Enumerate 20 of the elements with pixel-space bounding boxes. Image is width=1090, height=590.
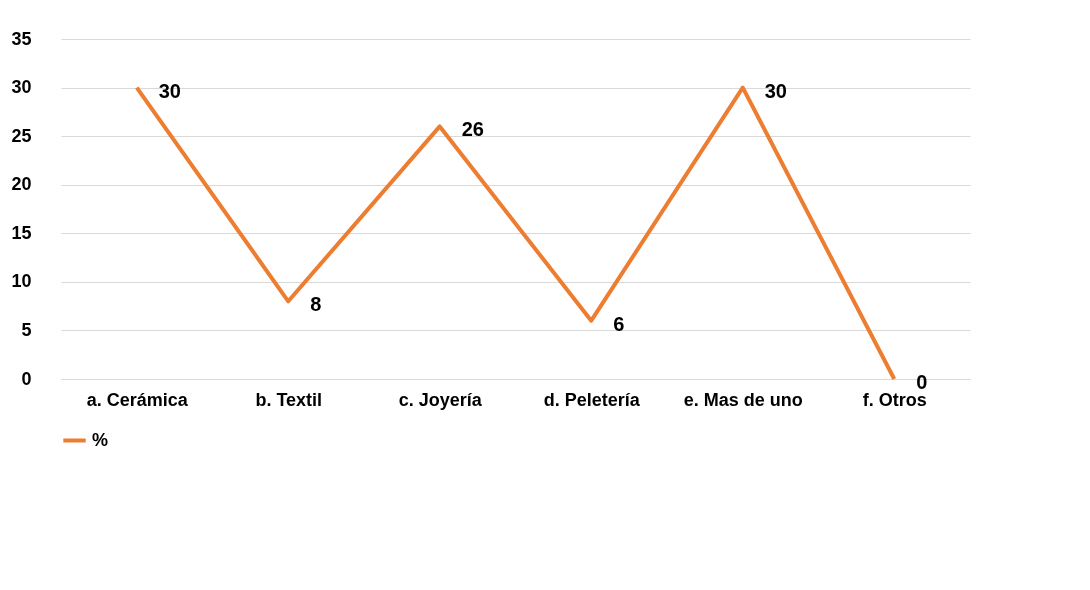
x-tick-label: b. Textil (255, 389, 323, 410)
y-tick-label: 20 (11, 174, 32, 195)
data-label: 6 (613, 312, 625, 335)
y-tick-label: 15 (11, 222, 32, 243)
x-tick-label: a. Cerámica (86, 389, 189, 410)
legend-label: % (92, 429, 109, 450)
data-label: 8 (310, 293, 322, 316)
y-tick-label: 35 (11, 28, 32, 49)
y-tick-label: 10 (11, 271, 32, 292)
x-tick-label: c. Joyería (398, 389, 483, 410)
x-tick-label: e. Mas de uno (683, 389, 803, 410)
y-tick-label: 30 (11, 77, 32, 98)
data-label: 26 (461, 118, 484, 141)
y-tick-label: 5 (21, 319, 32, 340)
line-series (134, 85, 897, 381)
data-label: 30 (764, 79, 787, 102)
y-tick-label: 25 (11, 125, 32, 146)
data-label: 30 (158, 79, 181, 102)
y-tick-label: 0 (21, 368, 32, 389)
x-tick-label: d. Peletería (543, 389, 641, 410)
